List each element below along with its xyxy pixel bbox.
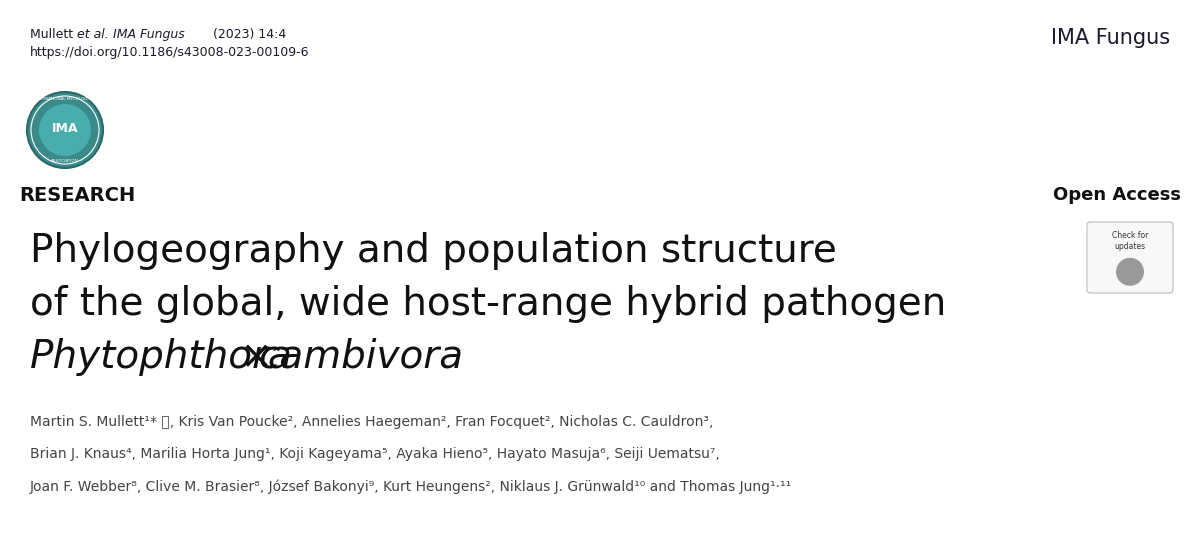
Text: Mullett: Mullett xyxy=(30,28,77,41)
Circle shape xyxy=(1116,258,1144,286)
Text: Martin S. Mullett¹* ⓘ, Kris Van Poucke², Annelies Haegeman², Fran Focquet², Nich: Martin S. Mullett¹* ⓘ, Kris Van Poucke²,… xyxy=(30,415,713,429)
Text: IMA: IMA xyxy=(52,122,78,134)
Text: Phylogeography and population structure: Phylogeography and population structure xyxy=(30,232,836,270)
Text: ASSOCIATION: ASSOCIATION xyxy=(52,159,79,163)
Text: IMA Fungus: IMA Fungus xyxy=(109,28,185,41)
Text: Joan F. Webber⁸, Clive M. Brasier⁸, József Bakonyi⁹, Kurt Heungens², Niklaus J. : Joan F. Webber⁸, Clive M. Brasier⁸, Józs… xyxy=(30,479,792,493)
Text: cambivora: cambivora xyxy=(258,338,463,376)
Text: INTERNATIONAL MYCOLOGICAL: INTERNATIONAL MYCOLOGICAL xyxy=(34,97,97,101)
Text: et al.: et al. xyxy=(77,28,109,41)
Text: Check for
updates: Check for updates xyxy=(1112,231,1148,251)
Text: ×: × xyxy=(228,338,286,376)
FancyBboxPatch shape xyxy=(1087,222,1174,293)
Text: Open Access: Open Access xyxy=(1052,186,1181,205)
Text: RESEARCH: RESEARCH xyxy=(19,186,136,205)
Text: Brian J. Knaus⁴, Marilia Horta Jung¹, Koji Kageyama⁵, Ayaka Hieno⁵, Hayato Masuj: Brian J. Knaus⁴, Marilia Horta Jung¹, Ko… xyxy=(30,447,720,461)
Text: (2023) 14:4: (2023) 14:4 xyxy=(181,28,287,41)
Text: of the global, wide host-range hybrid pathogen: of the global, wide host-range hybrid pa… xyxy=(30,285,947,323)
Circle shape xyxy=(38,104,91,156)
Text: IMA Fungus: IMA Fungus xyxy=(1051,28,1170,48)
Text: https://doi.org/10.1186/s43008-023-00109-6: https://doi.org/10.1186/s43008-023-00109… xyxy=(30,46,310,59)
Text: Phytophthora: Phytophthora xyxy=(30,338,293,376)
Circle shape xyxy=(28,92,103,168)
